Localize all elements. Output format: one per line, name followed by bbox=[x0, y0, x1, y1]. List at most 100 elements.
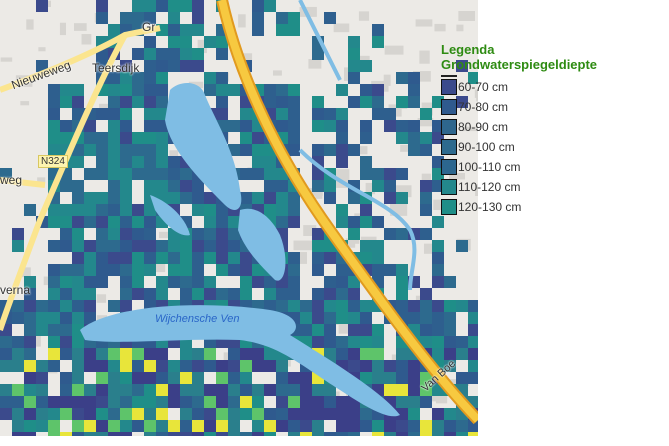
raster-cell bbox=[324, 108, 336, 120]
raster-cell bbox=[360, 252, 372, 264]
raster-cell bbox=[228, 264, 240, 276]
raster-cell bbox=[240, 252, 252, 264]
raster-cell bbox=[324, 312, 336, 324]
raster-cell bbox=[288, 276, 300, 288]
raster-cell bbox=[336, 312, 348, 324]
raster-cell bbox=[84, 240, 96, 252]
raster-cell bbox=[144, 108, 156, 120]
raster-cell bbox=[144, 216, 156, 228]
raster-cell bbox=[276, 216, 288, 228]
raster-cell bbox=[168, 384, 180, 396]
raster-cell bbox=[348, 48, 360, 60]
raster-cell bbox=[0, 408, 12, 420]
label-teersdijk: Teersdijk bbox=[92, 61, 140, 75]
raster-cell bbox=[348, 144, 360, 156]
raster-cell bbox=[168, 0, 180, 12]
raster-cell bbox=[12, 396, 24, 408]
legend-item: 100-110 cm bbox=[441, 157, 669, 177]
raster-cell bbox=[24, 336, 36, 348]
raster-cell bbox=[12, 420, 24, 432]
raster-cell bbox=[168, 48, 180, 60]
legend-label: 110-120 cm bbox=[458, 180, 521, 194]
raster-cell bbox=[324, 120, 336, 132]
raster-cell bbox=[468, 360, 478, 372]
raster-cell bbox=[156, 348, 168, 360]
raster-cell bbox=[132, 276, 144, 288]
raster-cell bbox=[0, 360, 12, 372]
raster-cell bbox=[312, 264, 324, 276]
raster-cell bbox=[180, 0, 192, 12]
raster-cell bbox=[312, 48, 324, 60]
raster-cell bbox=[396, 96, 408, 108]
map-canvas[interactable]: Nieuweweg Teersdijk N324 weg verna Gr Wi… bbox=[0, 0, 478, 436]
raster-cell bbox=[312, 384, 324, 396]
raster-cell bbox=[96, 264, 108, 276]
raster-cell bbox=[144, 12, 156, 24]
raster-cell bbox=[276, 360, 288, 372]
raster-cell bbox=[312, 108, 324, 120]
raster-cell bbox=[288, 144, 300, 156]
raster-cell bbox=[384, 432, 396, 436]
raster-cell bbox=[132, 144, 144, 156]
raster-cell bbox=[192, 432, 204, 436]
raster-cell bbox=[48, 264, 60, 276]
raster-cell bbox=[288, 120, 300, 132]
raster-cell bbox=[252, 168, 264, 180]
raster-cell bbox=[360, 408, 372, 420]
raster-cell bbox=[420, 396, 432, 408]
raster-cell bbox=[264, 204, 276, 216]
raster-cell bbox=[444, 420, 456, 432]
legend-swatch bbox=[441, 99, 457, 115]
raster-cell bbox=[180, 384, 192, 396]
raster-cell bbox=[348, 192, 360, 204]
legend-title: Legenda bbox=[441, 42, 495, 57]
raster-cell bbox=[264, 348, 276, 360]
raster-cell bbox=[156, 120, 168, 132]
raster-cell bbox=[168, 264, 180, 276]
raster-cell bbox=[144, 60, 156, 72]
raster-cell bbox=[372, 24, 384, 36]
raster-cell bbox=[72, 300, 84, 312]
raster-cell bbox=[72, 336, 84, 348]
raster-cell bbox=[372, 348, 384, 360]
raster-cell bbox=[132, 288, 144, 300]
raster-cell bbox=[84, 360, 96, 372]
raster-cell bbox=[60, 372, 72, 384]
raster-cell bbox=[144, 204, 156, 216]
raster-cell bbox=[96, 408, 108, 420]
raster-cell bbox=[48, 336, 60, 348]
raster-cell bbox=[348, 324, 360, 336]
raster-cell bbox=[396, 432, 408, 436]
raster-cell bbox=[72, 228, 84, 240]
raster-cell bbox=[144, 384, 156, 396]
raster-cell bbox=[48, 348, 60, 360]
raster-cell bbox=[132, 372, 144, 384]
raster-cell bbox=[192, 276, 204, 288]
raster-cell bbox=[180, 432, 192, 436]
raster-cell bbox=[96, 12, 108, 24]
legend-label: 80-90 cm bbox=[458, 120, 509, 134]
raster-cell bbox=[192, 252, 204, 264]
raster-cell bbox=[132, 216, 144, 228]
raster-cell bbox=[336, 204, 348, 216]
raster-cell bbox=[276, 108, 288, 120]
raster-cell bbox=[216, 360, 228, 372]
label-weg: weg bbox=[0, 173, 23, 187]
raster-cell bbox=[12, 336, 24, 348]
raster-cell bbox=[312, 168, 324, 180]
raster-cell bbox=[324, 396, 336, 408]
raster-cell bbox=[396, 132, 408, 144]
road-weg bbox=[0, 177, 46, 188]
raster-cell bbox=[120, 264, 132, 276]
raster-cell bbox=[132, 48, 144, 60]
raster-cell bbox=[384, 120, 396, 132]
raster-cell bbox=[264, 168, 276, 180]
raster-cell bbox=[276, 192, 288, 204]
raster-cell bbox=[12, 384, 24, 396]
raster-cell bbox=[216, 240, 228, 252]
raster-cell bbox=[324, 384, 336, 396]
raster-cell bbox=[24, 372, 36, 384]
raster-cell bbox=[120, 408, 132, 420]
raster-cell bbox=[324, 408, 336, 420]
